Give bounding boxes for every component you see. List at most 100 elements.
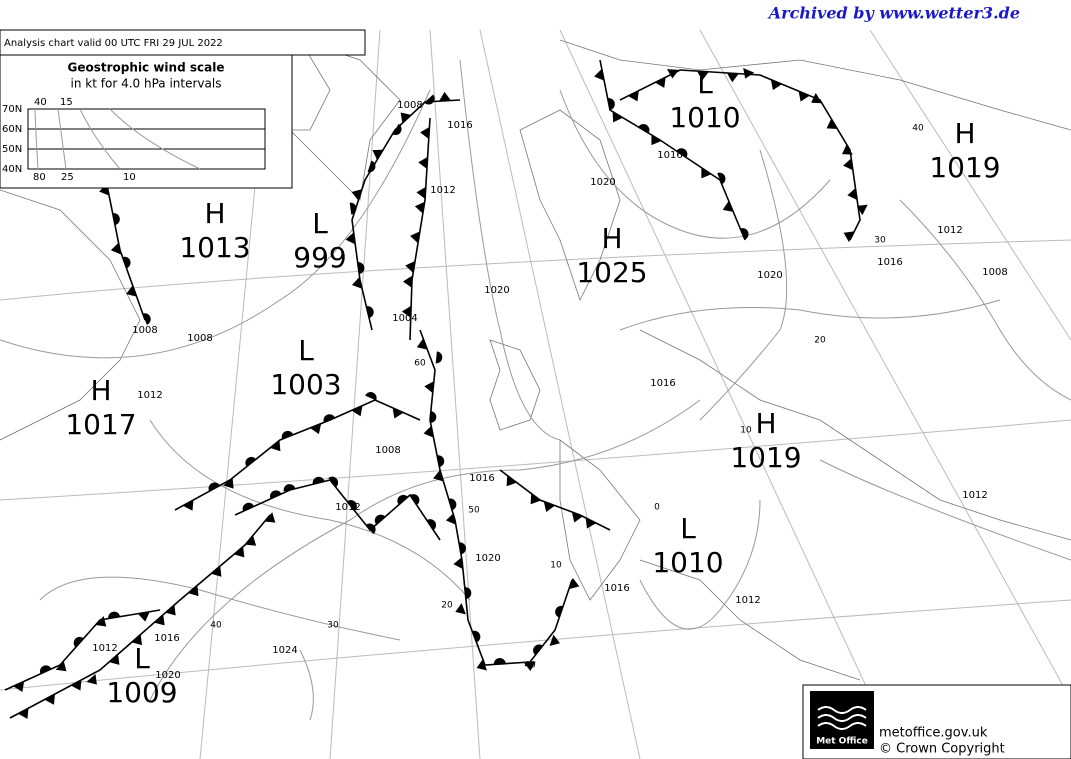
front-symbol xyxy=(13,681,25,692)
front-symbol xyxy=(506,475,517,487)
front-symbol xyxy=(328,476,339,488)
pressure-center-value: 1009 xyxy=(106,676,177,709)
isobars xyxy=(0,59,1071,721)
british-isles xyxy=(489,339,541,431)
front-symbol xyxy=(445,512,456,525)
front-symbol xyxy=(211,565,222,577)
front-symbol xyxy=(549,634,561,646)
pressure-center-type: L xyxy=(680,512,696,545)
isobar-label: 1008 xyxy=(375,445,400,456)
isobar-label: 1012 xyxy=(137,390,162,401)
meridian xyxy=(699,29,1071,701)
isobar xyxy=(819,459,1071,561)
front-symbol xyxy=(281,430,294,440)
front-symbol xyxy=(798,91,810,102)
front-symbol xyxy=(264,512,276,523)
title-frame xyxy=(0,29,366,56)
isobar-label: 1020 xyxy=(590,177,615,188)
front-symbol xyxy=(223,477,234,489)
front-symbol xyxy=(270,440,281,452)
pressure-center-type: H xyxy=(90,374,111,407)
front-symbol xyxy=(374,514,386,525)
front-symbol xyxy=(414,201,425,214)
front-line xyxy=(351,99,461,331)
logo-text: Met Office xyxy=(816,737,868,747)
front-symbol xyxy=(405,261,416,273)
front-symbol xyxy=(142,313,151,325)
front-symbol xyxy=(458,542,466,555)
isobar-label: 1016 xyxy=(447,120,472,131)
pressure-center-value: 1017 xyxy=(65,408,136,441)
front-symbol xyxy=(55,660,67,672)
mediterranean xyxy=(639,559,861,681)
pressure-center-type: L xyxy=(298,334,314,367)
isobar xyxy=(559,89,831,239)
front-symbol xyxy=(464,587,472,600)
front-symbol xyxy=(426,519,437,531)
front-symbol xyxy=(39,665,52,674)
front-symbol xyxy=(165,604,176,616)
pressure-center-type: H xyxy=(601,222,622,255)
latitude-label: 40 xyxy=(210,621,222,631)
front-symbol xyxy=(182,499,194,511)
front-symbol xyxy=(847,188,858,200)
front-symbol xyxy=(638,124,650,134)
isobar-label: 1020 xyxy=(484,285,509,296)
front-symbol xyxy=(351,277,363,289)
isobar-label: 1008 xyxy=(132,325,157,336)
chart-title: Analysis chart valid 00 UTC FRI 29 JUL 2… xyxy=(4,38,223,49)
isobar xyxy=(149,419,471,601)
isobar-label: 1012 xyxy=(962,490,987,501)
isobar xyxy=(699,149,788,421)
graticule xyxy=(0,29,1071,759)
iberia xyxy=(559,439,641,601)
front-symbol xyxy=(740,228,749,240)
front-symbol xyxy=(323,414,335,423)
front-symbol xyxy=(349,202,357,215)
scale-latitude: 40N xyxy=(2,164,22,175)
pressure-center-type: H xyxy=(204,197,225,230)
isobar-label: 1004 xyxy=(392,313,417,324)
footer-copyright: © Crown Copyright xyxy=(879,742,1005,757)
latitude-label: 10 xyxy=(550,561,562,571)
pressure-center-value: 1013 xyxy=(179,231,250,264)
met-office-footer: Met Office metoffice.gov.uk © Crown Copy… xyxy=(802,684,1071,759)
latitude-label: 40 xyxy=(524,661,536,671)
front-symbol xyxy=(345,232,356,245)
front-symbol xyxy=(568,577,580,590)
pressure-center-type: H xyxy=(755,407,776,440)
front-symbol xyxy=(351,189,363,201)
front-symbol xyxy=(676,148,688,158)
isobar-label: 1020 xyxy=(155,670,180,681)
front-symbol xyxy=(137,611,150,622)
front-symbol xyxy=(188,585,199,597)
wind-scale: Geostrophic wind scale in kt for 4.0 hPa… xyxy=(0,54,293,189)
meridian xyxy=(559,29,901,759)
isobar-label: 1016 xyxy=(877,257,902,268)
pressure-center-value: 1010 xyxy=(652,546,723,579)
front-symbol xyxy=(418,156,428,169)
front-symbol xyxy=(17,708,29,719)
parallel xyxy=(0,419,1071,501)
front-symbol xyxy=(347,500,357,511)
front-symbol xyxy=(476,659,488,671)
front-symbol xyxy=(628,90,639,102)
front-symbol xyxy=(402,275,413,288)
pressure-center-value: 1019 xyxy=(730,441,801,474)
front-symbol xyxy=(310,423,322,435)
front-symbol xyxy=(843,231,855,243)
front-symbol xyxy=(410,494,420,506)
front-symbol xyxy=(122,256,131,269)
meridian xyxy=(429,29,481,759)
front-symbol xyxy=(73,636,84,648)
latitude-label: 20 xyxy=(441,601,453,611)
front-symbol xyxy=(612,111,623,123)
front-symbol xyxy=(523,661,536,671)
front-symbol xyxy=(530,493,541,505)
front-symbol xyxy=(108,611,121,619)
front-symbol xyxy=(717,172,726,185)
wind-scale-subtitle: in kt for 4.0 hPa intervals xyxy=(71,77,222,91)
scale-speed-bottom: 25 xyxy=(61,172,74,183)
front-symbol xyxy=(365,392,377,401)
latitude-label: 30 xyxy=(327,621,339,631)
